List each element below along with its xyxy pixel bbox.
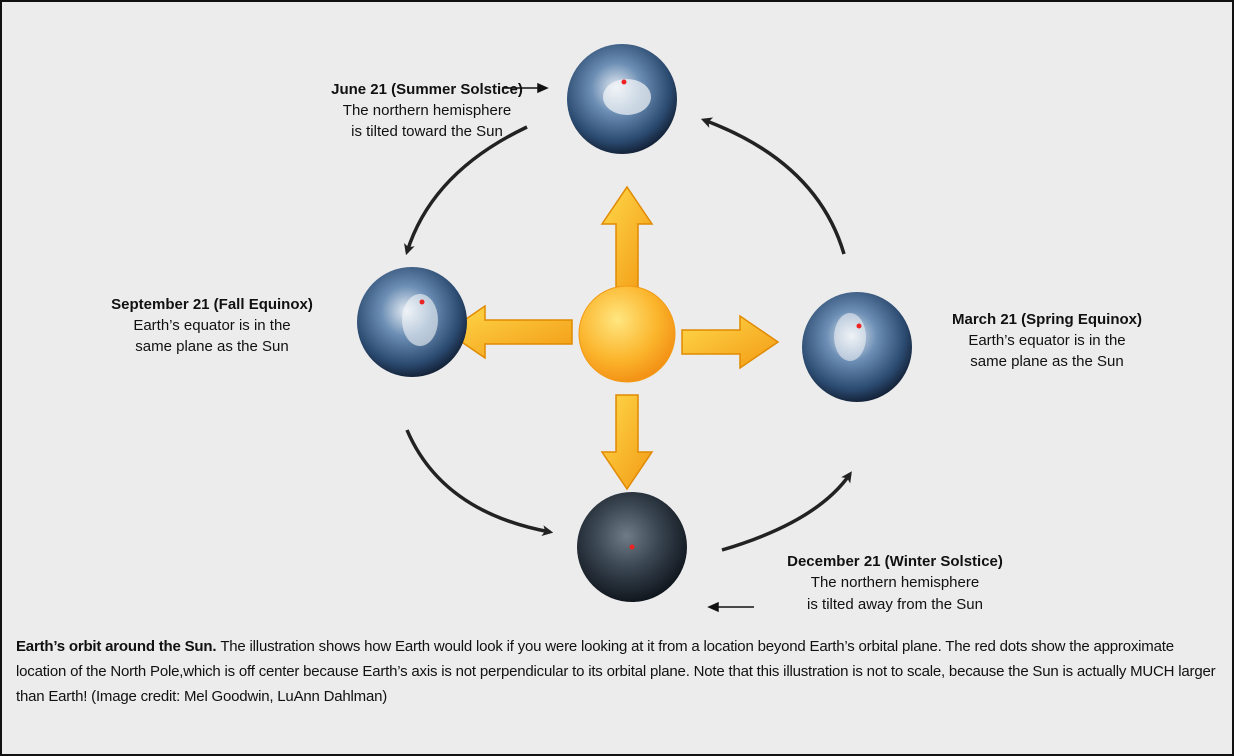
node-text: is tilted away from the Sun: [807, 596, 983, 613]
node-title: June 21 (Summer Solstice): [331, 81, 523, 98]
node-title: March 21 (Spring Equinox): [952, 311, 1142, 328]
caption-lead: Earth’s orbit around the Sun.: [16, 638, 216, 655]
sun: [579, 286, 675, 382]
node-title: December 21 (Winter Solstice): [787, 553, 1003, 570]
node-text: is tilted toward the Sun: [351, 123, 503, 140]
figure: June 21 (Summer Solstice) The northern h…: [0, 0, 1234, 756]
caption: Earth’s orbit around the Sun.The illustr…: [16, 634, 1216, 709]
node-text: Earth’s equator is in the: [968, 332, 1125, 349]
node-text: The northern hemisphere: [343, 102, 511, 119]
node-text: Earth’s equator is in the: [133, 317, 290, 334]
node-text: same plane as the Sun: [135, 338, 288, 355]
diagram: June 21 (Summer Solstice) The northern h…: [2, 2, 1232, 632]
node-text: same plane as the Sun: [970, 353, 1123, 370]
node-text: The northern hemisphere: [811, 574, 979, 591]
node-title: September 21 (Fall Equinox): [111, 296, 313, 313]
